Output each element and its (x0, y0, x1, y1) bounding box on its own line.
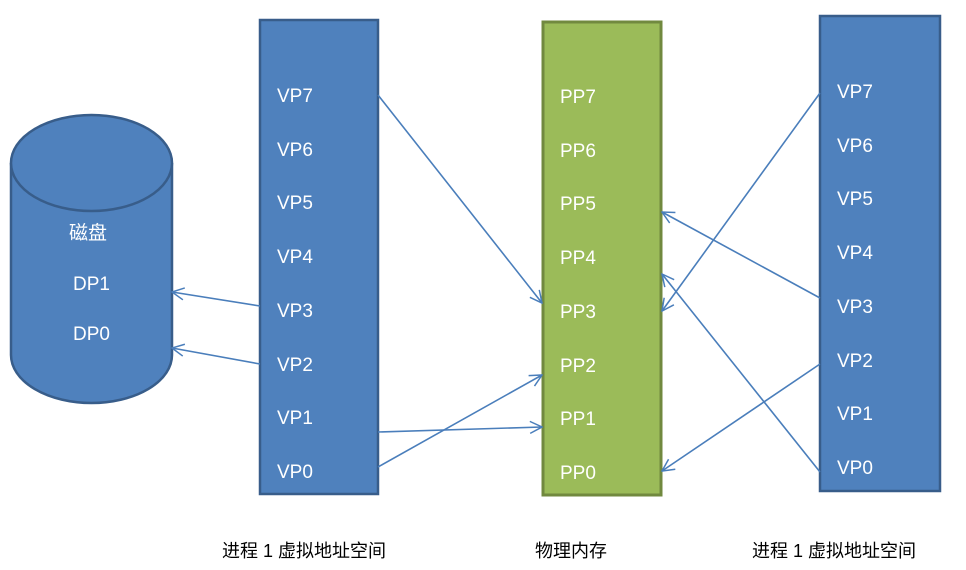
physical-memory-box (541, 20, 663, 497)
page-label: VP5 (277, 193, 313, 215)
page-label: VP6 (277, 139, 313, 161)
page-label: VP1 (277, 408, 313, 430)
process-right-box (818, 14, 942, 493)
page-label: PP6 (560, 140, 596, 162)
page-label: VP4 (277, 247, 313, 269)
page-label: PP3 (560, 301, 596, 323)
page-label: PP2 (560, 355, 596, 377)
physical-memory-caption: 物理内存 (535, 541, 607, 561)
disk-cylinder (9, 113, 174, 405)
mapping-arrow (662, 274, 821, 473)
page-label: PP1 (560, 409, 596, 431)
page-label: VP3 (277, 300, 313, 322)
page-label: VP5 (837, 189, 873, 211)
mapping-arrow (172, 348, 261, 365)
mapping-arrow (662, 363, 821, 471)
mapping-arrow (172, 292, 261, 307)
page-label: PP5 (560, 194, 596, 216)
process-left-box (258, 18, 380, 496)
page-label: VP7 (277, 86, 313, 107)
mapping-arrow (377, 375, 542, 468)
mapping-arrow (377, 427, 542, 432)
mapping-arrow (662, 212, 821, 299)
disk-page: DP1 (73, 274, 110, 295)
page-label: VP2 (837, 350, 873, 372)
page-label: VP0 (837, 457, 873, 479)
process-right-caption: 进程 1 虚拟地址空间 (752, 541, 917, 561)
page-label: PP0 (560, 462, 596, 484)
disk-page: DP0 (73, 324, 110, 345)
page-label: VP6 (837, 135, 873, 157)
page-label: VP1 (837, 404, 873, 426)
page-label: PP7 (560, 87, 596, 108)
mapping-arrows (172, 92, 821, 473)
disk-title: 磁盘 (69, 223, 108, 244)
mapping-arrow (662, 92, 821, 311)
page-label: VP3 (837, 296, 873, 318)
process-left-caption: 进程 1 虚拟地址空间 (222, 541, 387, 561)
page-label: VP4 (837, 243, 873, 265)
page-label: VP7 (837, 82, 873, 103)
page-label: VP0 (277, 461, 313, 483)
page-label: PP4 (560, 248, 596, 270)
mapping-arrow (377, 94, 542, 303)
page-label: VP2 (277, 354, 313, 376)
